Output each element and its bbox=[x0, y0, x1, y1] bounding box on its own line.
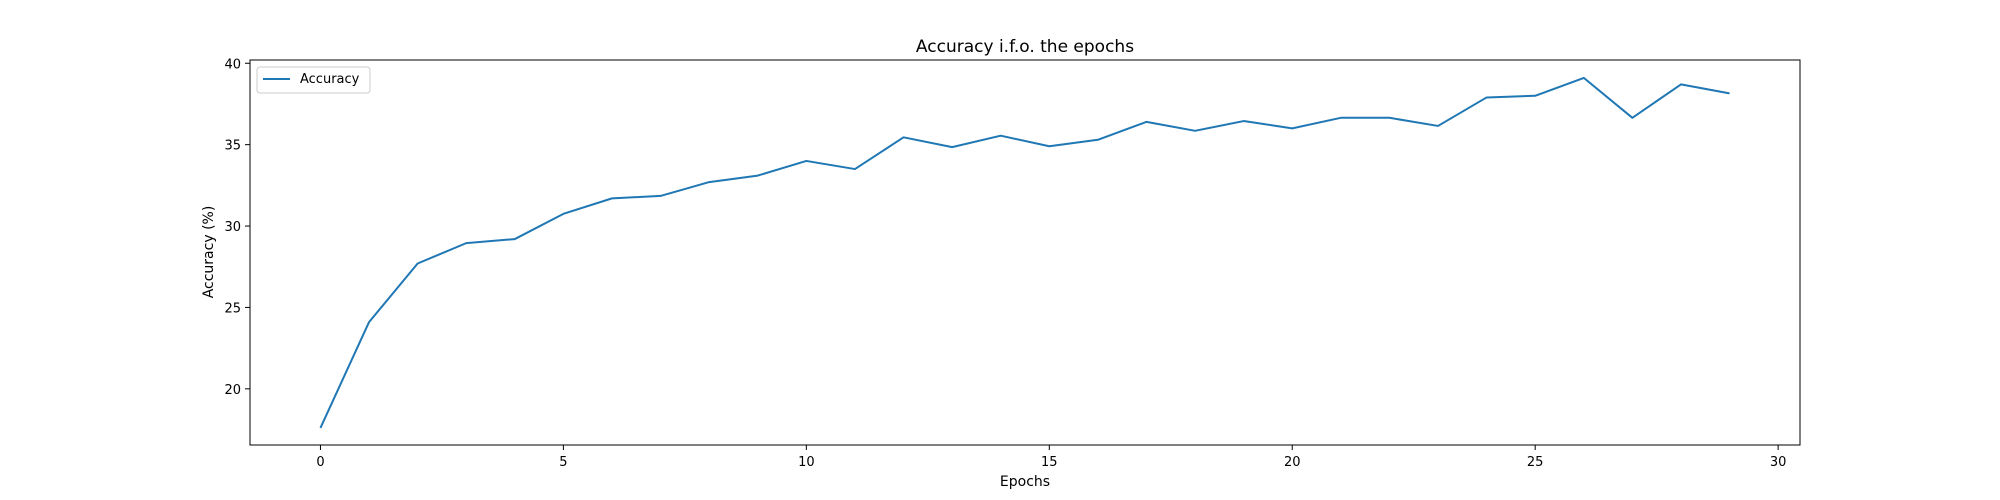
plot-frame bbox=[249, 59, 1801, 446]
chart-title: Accuracy i.f.o. the epochs bbox=[916, 37, 1134, 57]
y-tick-label: 40 bbox=[224, 57, 241, 72]
y-tick-label: 35 bbox=[224, 139, 241, 154]
x-tick-label: 20 bbox=[1284, 455, 1301, 470]
x-tick-label: 30 bbox=[1770, 455, 1787, 470]
y-tick-label: 25 bbox=[224, 301, 241, 316]
legend: Accuracy bbox=[256, 66, 371, 94]
plot-area bbox=[319, 76, 1730, 429]
series-line-accuracy bbox=[319, 76, 1730, 429]
y-axis-label: Accuracy (%) bbox=[201, 206, 217, 299]
y-tick-label: 20 bbox=[224, 383, 241, 398]
legend-entry-accuracy: Accuracy bbox=[300, 72, 360, 87]
x-axis-label: Epochs bbox=[1000, 474, 1050, 490]
x-axis-ticks: 0 5 10 15 20 25 30 bbox=[316, 445, 1786, 470]
x-tick-label: 0 bbox=[316, 455, 324, 470]
x-tick-label: 25 bbox=[1527, 455, 1544, 470]
legend-box bbox=[256, 66, 371, 94]
y-tick-label: 30 bbox=[224, 220, 241, 235]
x-tick-label: 15 bbox=[1041, 455, 1058, 470]
x-tick-label: 10 bbox=[798, 455, 815, 470]
y-axis-ticks: 20 25 30 35 40 bbox=[224, 57, 250, 398]
x-tick-label: 5 bbox=[559, 455, 567, 470]
